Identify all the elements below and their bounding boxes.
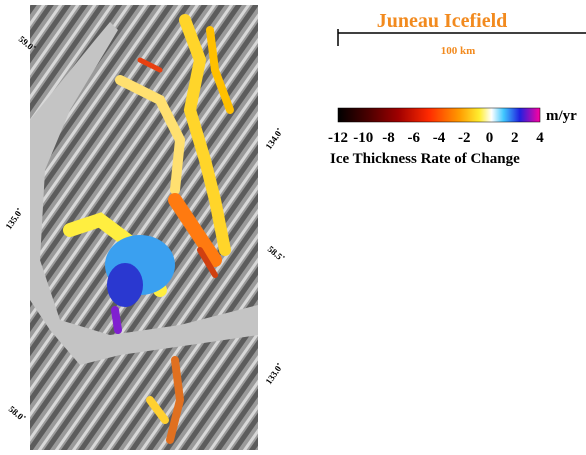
map: 59.0˚ 134.0˚ 135.0˚ 58.5˚ 133.0˚ 58.0˚ <box>3 5 286 450</box>
colorbar-tick-label: -2 <box>458 130 471 146</box>
title: Juneau Icefield <box>377 10 508 32</box>
colorbar-tick-label: -10 <box>353 130 373 146</box>
map-label: 58.5˚ <box>266 244 287 264</box>
colorbar-tick-label: -6 <box>408 130 421 146</box>
colorbar-tick-label: 4 <box>536 130 544 146</box>
colorbar-ticks: -12 -10 -8 -6 -4 -2 0 2 4 <box>328 130 544 146</box>
map-label: 134.0˚ <box>263 126 285 151</box>
colorbar-tick-label: 2 <box>511 130 519 146</box>
colorbar-unit: m/yr <box>546 108 577 124</box>
colorbar <box>338 108 540 122</box>
colorbar-tick-label: -4 <box>433 130 446 146</box>
colorbar-tick-label: -12 <box>328 130 348 146</box>
page: 59.0˚ 134.0˚ 135.0˚ 58.5˚ 133.0˚ 58.0˚ J… <box>0 0 586 450</box>
colorbar-tick-label: -8 <box>382 130 395 146</box>
map-label: 58.0˚ <box>7 404 28 424</box>
map-label: 133.0˚ <box>263 361 285 386</box>
colorbar-label: Ice Thickness Rate of Change <box>330 151 520 167</box>
map-label: 135.0˚ <box>3 206 25 231</box>
scale-label: 100 km <box>441 45 476 57</box>
colorbar-tick-label: 0 <box>486 130 494 146</box>
